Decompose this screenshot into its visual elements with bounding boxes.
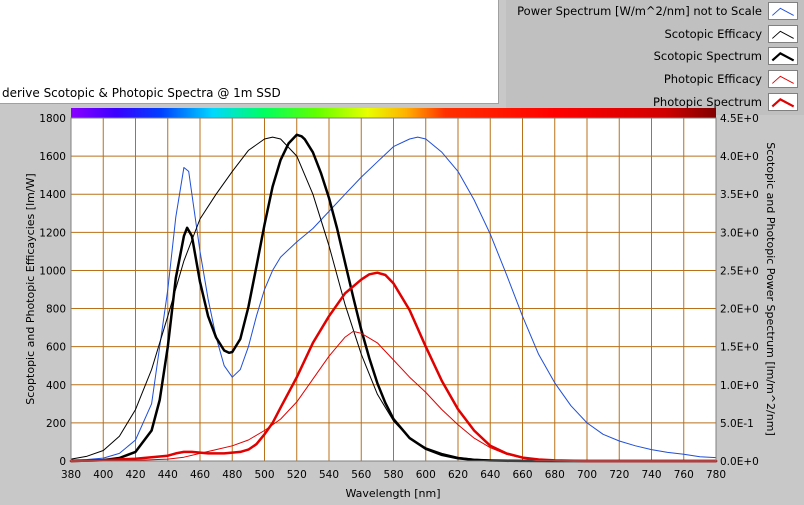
y2-tick-label: 1.0E+0 [720,380,759,392]
x-axis-label: Wavelength [nm] [345,487,440,500]
x-tick-label: 400 [93,469,113,481]
legend-item-scotopic-efficacy[interactable]: Scotopic Efficacy [664,24,798,44]
y-tick-label: 1200 [39,227,66,239]
y2-tick-label: 0.0E+0 [720,456,759,468]
x-tick-label: 760 [674,469,694,481]
x-tick-label: 780 [706,469,726,481]
legend-item-power-spectrum[interactable]: Power Spectrum [W/m^2/nm] not to Scale [517,1,798,21]
y-tick-label: 400 [46,380,66,392]
legend-item-photopic-efficacy[interactable]: Photopic Efficacy [664,69,798,89]
visible-spectrum-bar [71,108,716,118]
y-tick-labels: 0 200 400 600 800 1000 1200 1400 1600 1800 [39,113,66,468]
x-tick-label: 460 [190,469,210,481]
legend-item-scotopic-spectrum[interactable]: Scotopic Spectrum [654,46,798,66]
legend-swatch-photopic-efficacy [768,70,798,88]
legend-swatch-power-spectrum [768,2,798,20]
y2-tick-label: 4.5E+0 [720,113,759,125]
x-tick-labels: 380 400 420 440 460 480 500 520 540 560 580 600 620 6… [61,469,726,481]
y-tick-label: 1600 [39,151,66,163]
legend-swatch-scotopic-spectrum [768,47,798,65]
chart-legend: Power Spectrum [W/m^2/nm] not to Scale S… [506,0,804,115]
x-tick-label: 520 [287,469,307,481]
x-tick-label: 720 [609,469,629,481]
x-tick-label: 700 [577,469,597,481]
series-layer [69,133,718,463]
legend-swatch-scotopic-efficacy [768,25,798,43]
x-tick-label: 440 [158,469,178,481]
y2-tick-label: 3.0E+0 [720,227,759,239]
x-tick-label: 580 [383,469,403,481]
y-tick-label: 1000 [39,265,66,277]
y2-tick-label: 4.0E+0 [720,151,759,163]
y-axis-label: Scoptopic and Photopic Efficaycies [lm/W… [24,173,37,404]
x-tick-label: 380 [61,469,81,481]
legend-label: Photopic Efficacy [663,72,762,86]
y2-tick-label: 5.0E-1 [720,418,754,430]
x-tick-label: 560 [351,469,371,481]
series-scotopic-spectrum [69,133,718,463]
x-tick-label: 540 [319,469,339,481]
y2-tick-label: 2.0E+0 [720,304,759,316]
y2-tick-labels: 0.0E+0 5.0E-1 1.0E+0 1.5E+0 2.0E+0 2.5E+0 3.0E… [720,113,759,468]
legend-label: Scotopic Efficacy [664,27,762,41]
x-tick-label: 680 [545,469,565,481]
y-tick-label: 200 [46,418,66,430]
x-tick-label: 660 [512,469,532,481]
x-tick-label: 620 [448,469,468,481]
y2-tick-label: 3.5E+0 [720,189,759,201]
legend-label: Power Spectrum [W/m^2/nm] not to Scale [517,4,762,18]
title-panel: derive Scotopic & Photopic Spectra @ 1m … [0,0,499,104]
y2-tick-label: 2.5E+0 [720,265,759,277]
x-tick-label: 640 [480,469,500,481]
series-power-spectrum [70,136,717,461]
x-tick-label: 420 [125,469,145,481]
y-tick-label: 0 [59,456,66,468]
plot-frame [70,117,717,462]
legend-item-photopic-spectrum[interactable]: Photopic Spectrum [653,92,798,112]
y-tick-label: 800 [46,304,66,316]
x-tick-label: 600 [416,469,436,481]
legend-swatch-photopic-spectrum [768,93,798,111]
y-tick-label: 600 [46,342,66,354]
y-tick-label: 1400 [39,189,66,201]
series-photopic-spectrum [69,271,718,463]
y2-tick-label: 1.5E+0 [720,342,759,354]
x-tick-label: 480 [222,469,242,481]
x-tick-label: 500 [254,469,274,481]
chart-title-text: derive Scotopic & Photopic Spectra @ 1m … [2,86,281,100]
y-tick-label: 1800 [39,113,66,125]
y2-axis-label: Scotopic and Photopic Power Spectrum [lm… [764,142,777,435]
x-tick-label: 740 [641,469,661,481]
legend-label: Scotopic Spectrum [653,49,762,63]
legend-label: Photopic Spectrum [652,95,762,109]
